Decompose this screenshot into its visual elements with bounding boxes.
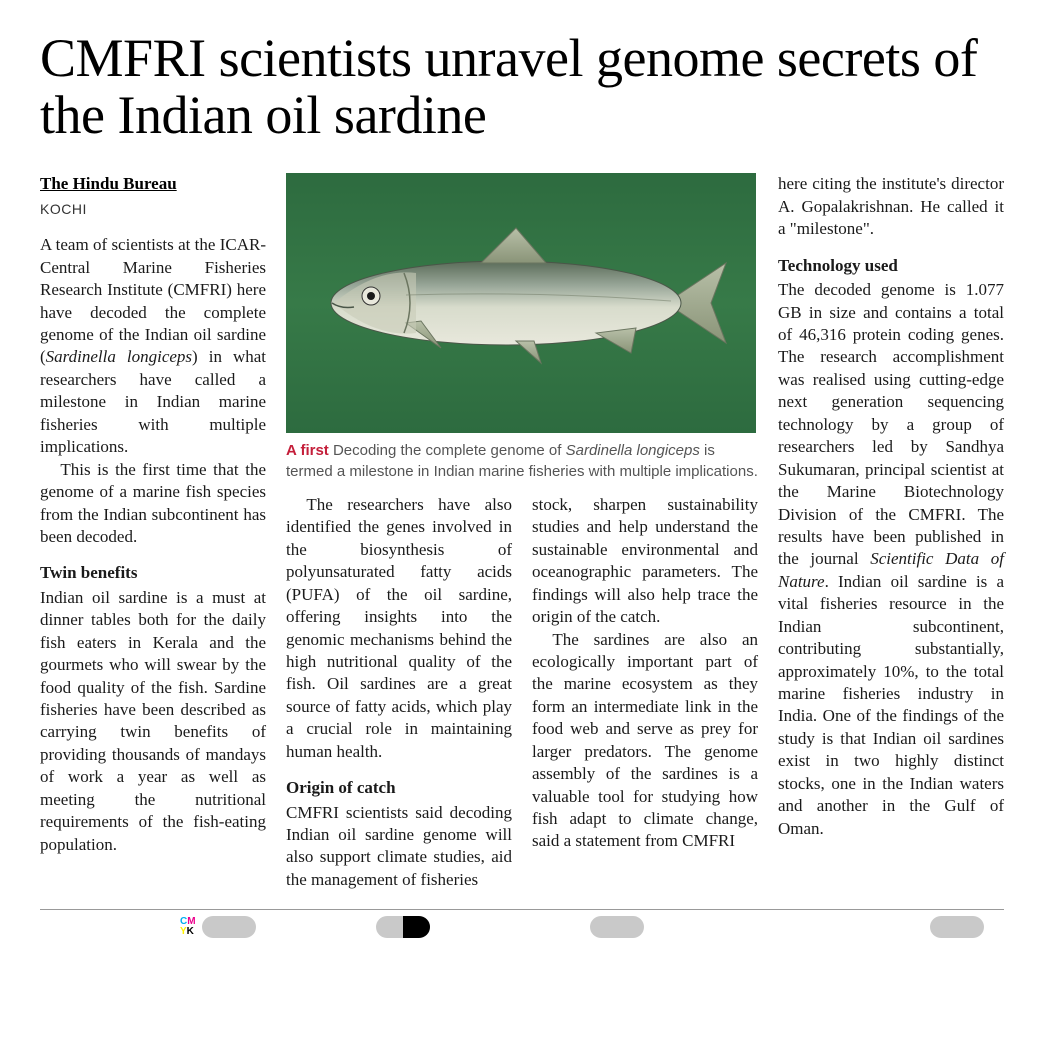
subhead-origin: Origin of catch xyxy=(286,777,512,799)
column-1: The Hindu Bureau KOCHI A team of scienti… xyxy=(40,173,266,891)
subhead-technology: Technology used xyxy=(778,255,1004,277)
article-grid: The Hindu Bureau KOCHI A team of scienti… xyxy=(40,173,1004,891)
figure-caption: A first Decoding the complete genome of … xyxy=(286,441,758,482)
registration-pill xyxy=(590,916,644,938)
column-2: The researchers have al­so identified th… xyxy=(286,494,512,891)
paragraph: The decoded genome is 1.077 GB in size a… xyxy=(778,279,1004,840)
column-4: here citing the institute's director A. … xyxy=(778,173,1004,891)
paragraph: This is the first time that the genome o… xyxy=(40,459,266,549)
figure: A first Decoding the complete genome of … xyxy=(286,173,758,482)
footer-registration-marks: CMYK xyxy=(40,909,1004,939)
paragraph: The researchers have al­so identified th… xyxy=(286,494,512,763)
caption-species: Sardinella longiceps xyxy=(566,442,700,459)
paragraph: CMFRI scientists said de­coding Indian o… xyxy=(286,802,512,892)
species-name: Sar­dinella longiceps xyxy=(46,347,192,366)
registration-pill xyxy=(202,916,256,938)
caption-lead: A first xyxy=(286,442,329,459)
paragraph: here citing the institute's director A. … xyxy=(778,173,1004,240)
registration-pill xyxy=(930,916,984,938)
byline: The Hindu Bureau xyxy=(40,174,177,193)
sardine-illustration xyxy=(286,173,756,433)
fish-image xyxy=(286,173,756,433)
paragraph: Indian oil sardine is a must at dinner t… xyxy=(40,587,266,856)
paragraph: stock, sharpen sustainabili­ty studies a… xyxy=(532,494,758,629)
column-3: stock, sharpen sustainabili­ty studies a… xyxy=(532,494,758,891)
article-headline: CMFRI scientists unravel genome secrets … xyxy=(40,30,1004,143)
registration-pill xyxy=(376,916,430,938)
byline-block: The Hindu Bureau xyxy=(40,173,266,195)
subhead-twin-benefits: Twin benefits xyxy=(40,562,266,584)
paragraph: A team of scientists at the ICAR-Central… xyxy=(40,234,266,458)
location: KOCHI xyxy=(40,200,266,218)
cmyk-mark: CMYK xyxy=(180,917,196,937)
paragraph: The sardines are also an ecologically im… xyxy=(532,629,758,853)
